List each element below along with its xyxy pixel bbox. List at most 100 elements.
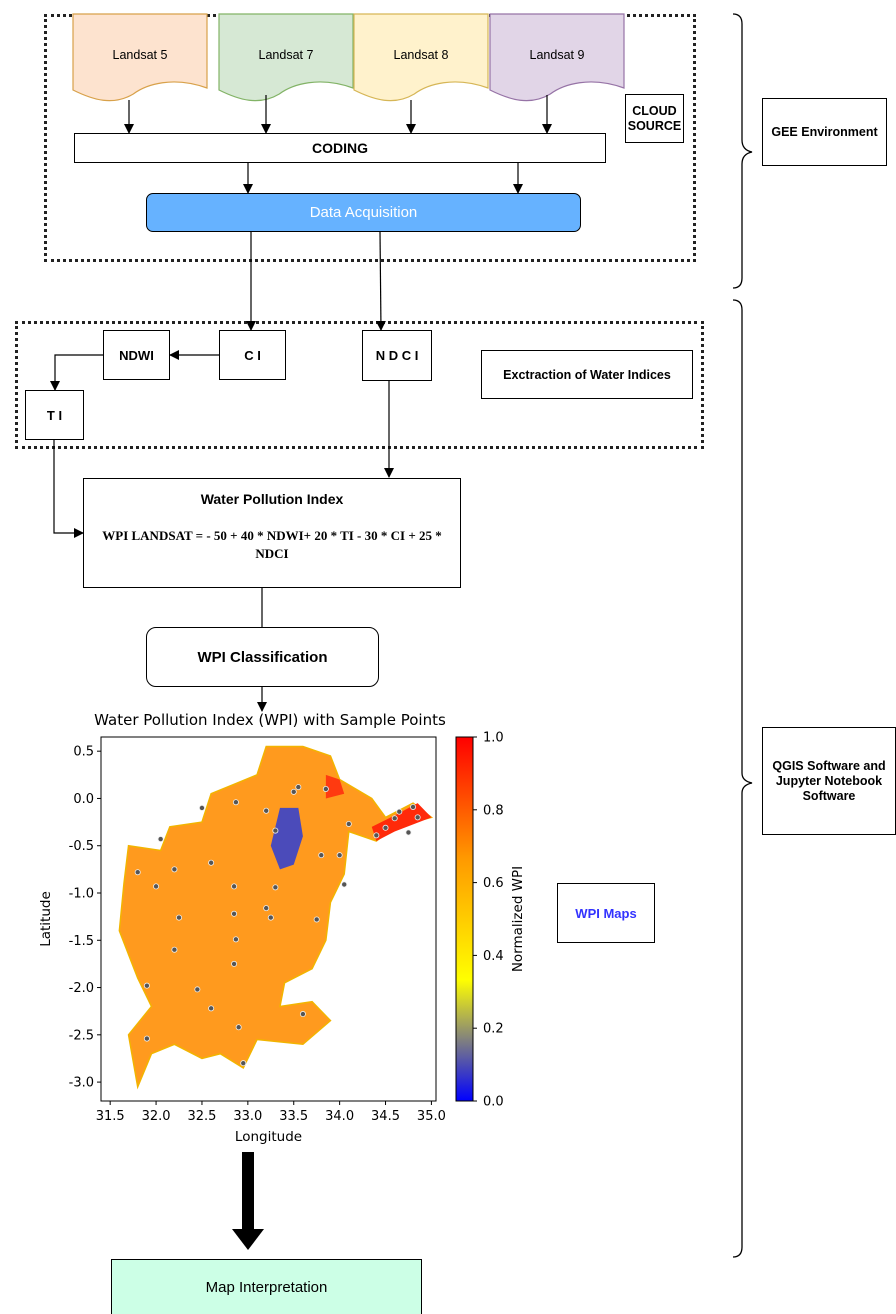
coding-label: CODING bbox=[312, 140, 368, 156]
high-wpi-patch bbox=[325, 774, 345, 799]
y-tick-label: -0.5 bbox=[69, 839, 94, 854]
source-document-shape bbox=[353, 13, 489, 102]
sample-point bbox=[290, 788, 297, 795]
data-acquisition-box: Data Acquisition bbox=[146, 193, 581, 232]
coding-box: CODING bbox=[74, 133, 606, 163]
sample-point bbox=[198, 804, 205, 811]
sample-point bbox=[231, 883, 238, 890]
extraction-box: Exctraction of Water Indices bbox=[481, 350, 693, 399]
colorbar-tick-label: 0.2 bbox=[483, 1022, 504, 1037]
x-tick-label: 33.5 bbox=[279, 1109, 308, 1124]
map-interpretation-box: Map Interpretation bbox=[111, 1259, 422, 1314]
sample-point bbox=[157, 836, 164, 843]
y-tick-label: 0.5 bbox=[73, 745, 94, 760]
gee-environment-label: GEE Environment bbox=[771, 125, 878, 139]
sample-point bbox=[295, 784, 302, 791]
sample-point bbox=[232, 936, 239, 943]
wpi-maps-label: WPI Maps bbox=[575, 905, 637, 921]
source-label: Landsat 9 bbox=[529, 48, 585, 62]
sample-point bbox=[336, 852, 343, 859]
sample-point bbox=[267, 914, 274, 921]
sample-point bbox=[382, 824, 389, 831]
y-axis-label: Latitude bbox=[38, 891, 54, 947]
y-tick-label: -1.0 bbox=[69, 887, 94, 902]
sample-point bbox=[391, 815, 398, 822]
source-document-shape bbox=[218, 13, 354, 102]
sample-point bbox=[231, 910, 238, 917]
sample-point bbox=[410, 803, 417, 810]
x-tick-label: 31.5 bbox=[96, 1109, 125, 1124]
y-tick-label: 0.0 bbox=[73, 792, 94, 807]
sample-point bbox=[345, 820, 352, 827]
sample-point bbox=[263, 807, 270, 814]
ndwi-label: NDWI bbox=[119, 347, 154, 363]
data-acquisition-label: Data Acquisition bbox=[309, 204, 418, 221]
sample-point bbox=[272, 884, 279, 891]
y-tick-label: -2.0 bbox=[69, 981, 94, 996]
sample-point bbox=[231, 960, 238, 967]
sample-point bbox=[263, 905, 270, 912]
ci-box: C I bbox=[219, 330, 286, 380]
qgis-box: QGIS Software and Jupyter Notebook Softw… bbox=[762, 727, 896, 835]
lake-wpi-surface bbox=[118, 745, 434, 1090]
x-tick-label: 34.5 bbox=[371, 1109, 400, 1124]
y-tick-label: -3.0 bbox=[69, 1076, 94, 1091]
source-document-shape bbox=[72, 13, 208, 102]
sample-point bbox=[194, 986, 201, 993]
wpi-formula-box: Water Pollution Index WPI LANDSAT = - 50… bbox=[83, 478, 461, 588]
cloud-source-label: CLOUD SOURCE bbox=[627, 103, 682, 133]
source-label: Landsat 8 bbox=[393, 48, 449, 62]
colorbar bbox=[455, 736, 474, 1102]
sample-point bbox=[208, 859, 215, 866]
sample-point bbox=[134, 869, 141, 876]
sample-point bbox=[171, 946, 178, 953]
extraction-group-border bbox=[15, 321, 704, 449]
qgis-label: QGIS Software and Jupyter Notebook Softw… bbox=[772, 758, 886, 803]
ti-label: T I bbox=[46, 407, 63, 423]
x-tick-label: 32.0 bbox=[142, 1109, 171, 1124]
cloud-source-box: CLOUD SOURCE bbox=[625, 94, 684, 143]
x-axis-label: Longitude bbox=[235, 1129, 302, 1145]
qgis-brace bbox=[732, 299, 753, 1258]
sample-point bbox=[232, 799, 239, 806]
wpi-classification-box: WPI Classification bbox=[146, 627, 379, 687]
chart-title: Water Pollution Index (WPI) with Sample … bbox=[94, 711, 446, 729]
wpi-formula: WPI LANDSAT = - 50 + 40 * NDWI+ 20 * TI … bbox=[102, 528, 442, 561]
x-tick-label: 33.0 bbox=[233, 1109, 262, 1124]
extraction-label: Exctraction of Water Indices bbox=[503, 367, 671, 382]
ndci-box: N D C I bbox=[362, 330, 432, 381]
sample-point bbox=[153, 883, 160, 890]
x-tick-label: 32.5 bbox=[187, 1109, 216, 1124]
sample-point bbox=[240, 1060, 247, 1067]
map-interpretation-label: Map Interpretation bbox=[205, 1278, 328, 1296]
sample-point bbox=[208, 1005, 215, 1012]
colorbar-tick-label: 0.4 bbox=[483, 949, 504, 964]
ti-box: T I bbox=[25, 390, 84, 440]
colorbar-label: Normalized WPI bbox=[510, 866, 526, 972]
sample-point bbox=[318, 852, 325, 859]
ndwi-box: NDWI bbox=[103, 330, 170, 380]
sample-point bbox=[396, 808, 403, 815]
x-tick-label: 35.0 bbox=[417, 1109, 446, 1124]
sample-point bbox=[405, 829, 412, 836]
gee-environment-box: GEE Environment bbox=[762, 98, 887, 166]
sample-point bbox=[313, 916, 320, 923]
ndci-label: N D C I bbox=[375, 348, 419, 363]
high-wpi-patch bbox=[371, 803, 432, 841]
colorbar-tick-label: 1.0 bbox=[483, 731, 504, 746]
sample-point bbox=[171, 866, 178, 873]
colorbar-tick-label: 0.6 bbox=[483, 876, 504, 891]
wpi-classification-label: WPI Classification bbox=[197, 648, 328, 666]
colorbar-tick-label: 0.0 bbox=[483, 1095, 504, 1110]
sample-point bbox=[143, 1035, 150, 1042]
wpi-title: Water Pollution Index bbox=[200, 491, 344, 507]
sample-point bbox=[322, 786, 329, 793]
sample-point bbox=[143, 982, 150, 989]
source-document-shape bbox=[489, 13, 625, 102]
sample-point bbox=[299, 1011, 306, 1018]
wpi-maps-box: WPI Maps bbox=[557, 883, 655, 943]
x-tick-label: 34.0 bbox=[325, 1109, 354, 1124]
sample-point bbox=[414, 814, 421, 821]
sample-point bbox=[272, 827, 279, 834]
